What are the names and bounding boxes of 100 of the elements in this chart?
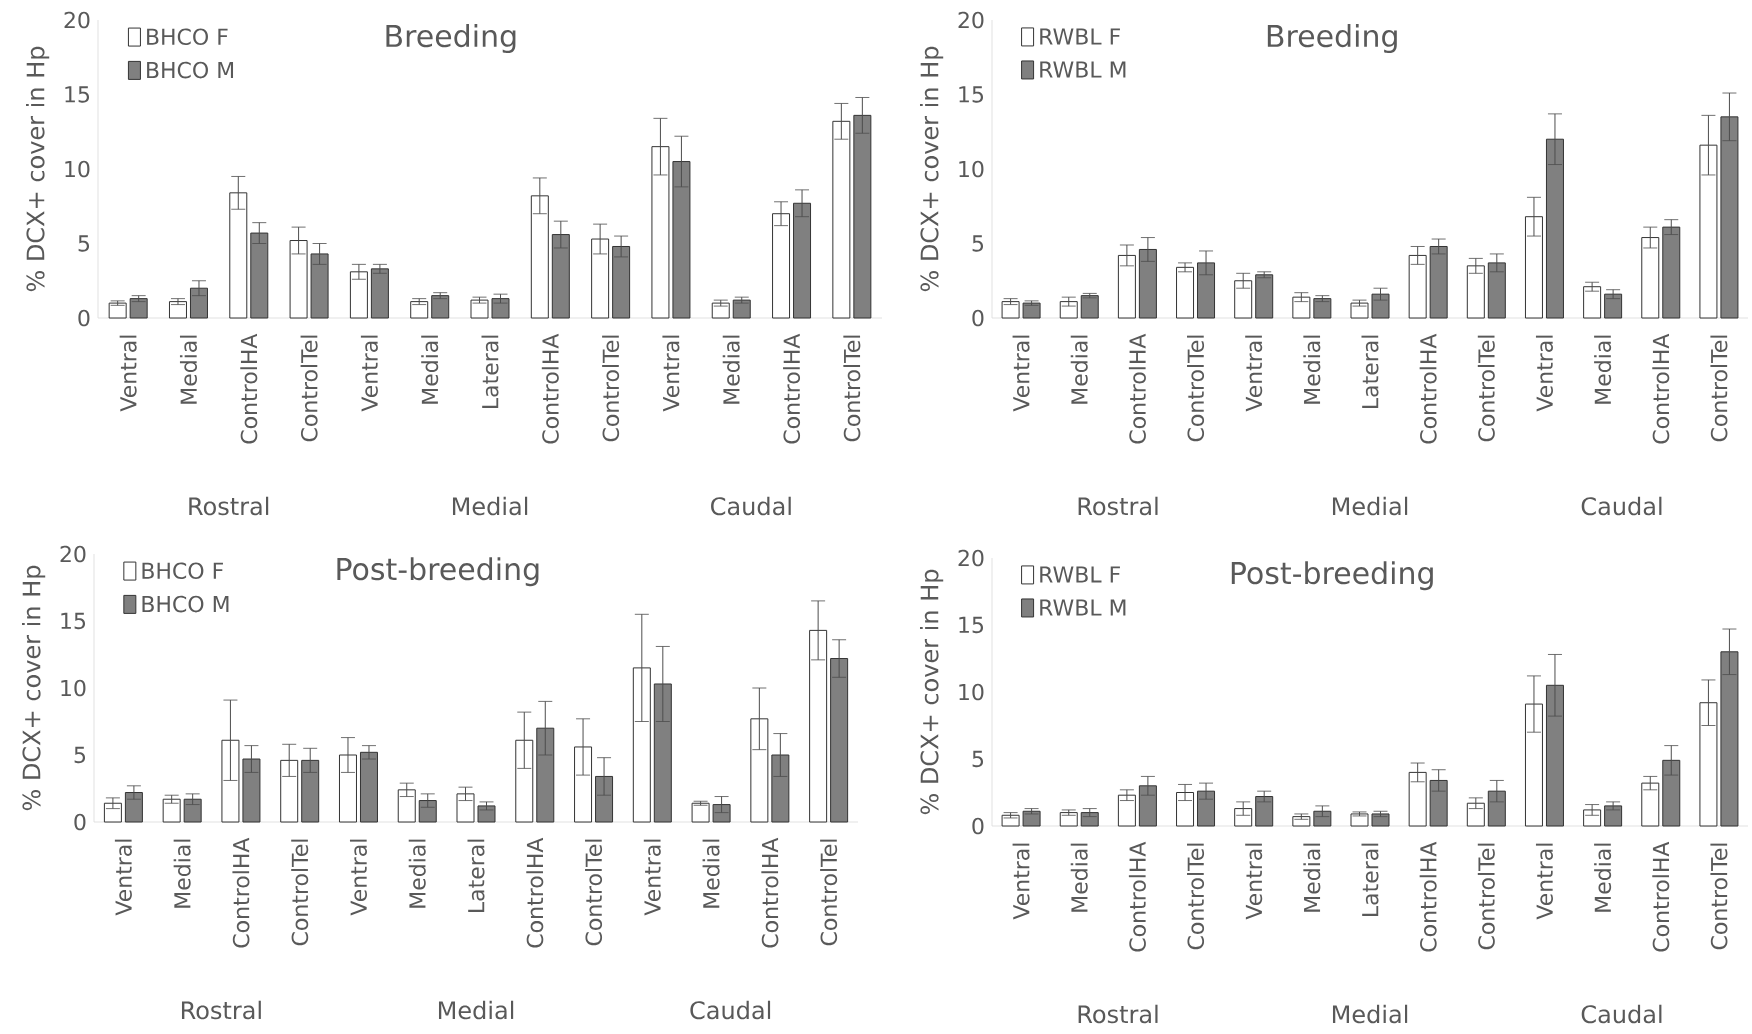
y-axis-title: % DCX+ cover in Hp bbox=[920, 46, 944, 292]
x-tick-label: ControlHA bbox=[232, 837, 250, 948]
x-tick-label: Ventral bbox=[1245, 843, 1263, 920]
x-tick-label: ControlTel bbox=[585, 839, 603, 946]
legend-label: RWBL F bbox=[1040, 28, 1120, 45]
x-tick-label: Ventral bbox=[119, 335, 137, 412]
x-tick-label: ControlTel bbox=[300, 335, 318, 442]
y-axis-title: % DCX+ cover in Hp bbox=[26, 46, 50, 292]
x-tick-label: ControlHA bbox=[1128, 841, 1146, 952]
x-tick-label: ControlTel bbox=[1477, 335, 1495, 442]
y-axis-title: % DCX+ cover in Hp bbox=[22, 565, 46, 811]
y-tick-label: 15 bbox=[65, 86, 90, 103]
x-tick-label: Medial bbox=[421, 335, 439, 404]
y-tick-label: 5 bbox=[74, 746, 86, 764]
y-tick-label: 0 bbox=[972, 309, 984, 327]
legend-label: BHCO F bbox=[142, 562, 223, 580]
chart-title: Breeding bbox=[386, 24, 516, 54]
x-tick-label: Medial bbox=[1070, 335, 1088, 404]
y-tick-label: 10 bbox=[61, 679, 86, 697]
x-tick-label: Ventral bbox=[1535, 843, 1553, 920]
x-tick-label: Ventral bbox=[349, 839, 367, 916]
y-tick-label: 5 bbox=[78, 235, 90, 252]
x-tick-label: ControlHA bbox=[1128, 333, 1146, 444]
legend-label: BHCO M bbox=[142, 595, 229, 613]
x-tick-label: ControlTel bbox=[843, 335, 861, 442]
x-tick-label: Medial bbox=[408, 839, 426, 908]
x-tick-label: ControlHA bbox=[526, 837, 544, 948]
y-tick-label: 5 bbox=[972, 750, 984, 768]
x-tick-label: ControlHA bbox=[783, 333, 801, 444]
text: Medial bbox=[1332, 496, 1408, 516]
x-tick-label: ControlTel bbox=[1477, 843, 1495, 950]
x-tick-label: ControlHA bbox=[541, 333, 559, 444]
text: Caudal bbox=[1581, 1004, 1662, 1024]
x-tick-label: Ventral bbox=[1012, 335, 1030, 412]
x-tick-label: Ventral bbox=[1012, 843, 1030, 920]
chart-title: Post-breeding bbox=[337, 557, 539, 587]
x-tick-label: ControlHA bbox=[1419, 841, 1437, 952]
legend-label: RWBL M bbox=[1040, 61, 1126, 78]
x-tick-label: Medial bbox=[722, 335, 740, 404]
text: Rostral bbox=[189, 496, 269, 516]
x-tick-label: ControlTel bbox=[1710, 843, 1728, 950]
y-tick-label: 5 bbox=[972, 235, 984, 252]
text: Rostral bbox=[1078, 496, 1158, 516]
x-tick-label: Lateral bbox=[467, 839, 485, 912]
y-tick-label: 10 bbox=[65, 160, 90, 178]
x-tick-label: ControlHA bbox=[240, 333, 258, 444]
x-tick-label: Medial bbox=[1303, 843, 1321, 912]
x-tick-label: Ventral bbox=[1245, 335, 1263, 412]
x-tick-label: Lateral bbox=[481, 335, 499, 408]
chart-title: Breeding bbox=[1267, 24, 1397, 54]
x-tick-label: ControlHA bbox=[1652, 841, 1670, 952]
y-axis-title: % DCX+ cover in Hp bbox=[920, 569, 944, 815]
x-tick-label: Medial bbox=[1594, 843, 1612, 912]
text: Medial bbox=[1332, 1004, 1408, 1024]
y-tick-label: 20 bbox=[958, 549, 984, 567]
text: Medial bbox=[452, 496, 528, 516]
legend-label: RWBL F bbox=[1040, 566, 1120, 583]
x-tick-label: Lateral bbox=[1361, 335, 1379, 408]
x-tick-label: ControlTel bbox=[1187, 335, 1205, 442]
x-tick-label: Ventral bbox=[662, 335, 680, 412]
text: Medial bbox=[438, 1000, 514, 1020]
y-tick-label: 0 bbox=[74, 813, 86, 831]
x-tick-label: ControlTel bbox=[602, 335, 620, 442]
x-tick-label: Medial bbox=[1070, 843, 1088, 912]
legend-label: RWBL M bbox=[1040, 599, 1126, 616]
text: Caudal bbox=[690, 1000, 771, 1020]
text: Caudal bbox=[1581, 496, 1662, 516]
x-tick-label: Lateral bbox=[1361, 843, 1379, 916]
legend-label: BHCO M bbox=[147, 61, 234, 79]
x-tick-label: Ventral bbox=[1535, 335, 1553, 412]
x-tick-label: ControlTel bbox=[1710, 335, 1728, 442]
text: Caudal bbox=[711, 496, 791, 516]
x-tick-label: Ventral bbox=[360, 335, 378, 412]
x-tick-label: Medial bbox=[179, 335, 197, 404]
text: Rostral bbox=[181, 1000, 261, 1020]
y-tick-label: 15 bbox=[61, 612, 86, 630]
x-tick-label: ControlTel bbox=[291, 839, 309, 946]
y-tick-label: 15 bbox=[959, 616, 984, 634]
x-tick-label: Medial bbox=[1303, 335, 1321, 404]
text: Rostral bbox=[1078, 1004, 1158, 1024]
x-tick-label: Ventral bbox=[114, 839, 132, 916]
x-tick-label: ControlHA bbox=[761, 837, 779, 948]
x-tick-label: Medial bbox=[702, 839, 720, 908]
x-tick-label: ControlHA bbox=[1652, 333, 1670, 444]
y-tick-label: 20 bbox=[60, 545, 86, 563]
x-tick-label: Medial bbox=[1594, 335, 1612, 404]
x-tick-label: ControlTel bbox=[1187, 843, 1205, 950]
y-tick-label: 0 bbox=[78, 309, 90, 327]
legend-label: BHCO F bbox=[147, 28, 228, 46]
x-tick-label: Medial bbox=[173, 839, 191, 908]
y-tick-label: 10 bbox=[959, 160, 984, 178]
y-tick-label: 10 bbox=[959, 683, 984, 701]
x-tick-label: ControlTel bbox=[820, 839, 838, 946]
y-tick-label: 20 bbox=[958, 11, 984, 29]
x-tick-label: Ventral bbox=[643, 839, 661, 916]
x-tick-label: ControlHA bbox=[1419, 333, 1437, 444]
y-tick-label: 0 bbox=[972, 817, 984, 835]
y-tick-label: 15 bbox=[959, 86, 984, 103]
y-tick-label: 20 bbox=[64, 11, 90, 29]
chart-title: Post-breeding bbox=[1231, 561, 1433, 591]
